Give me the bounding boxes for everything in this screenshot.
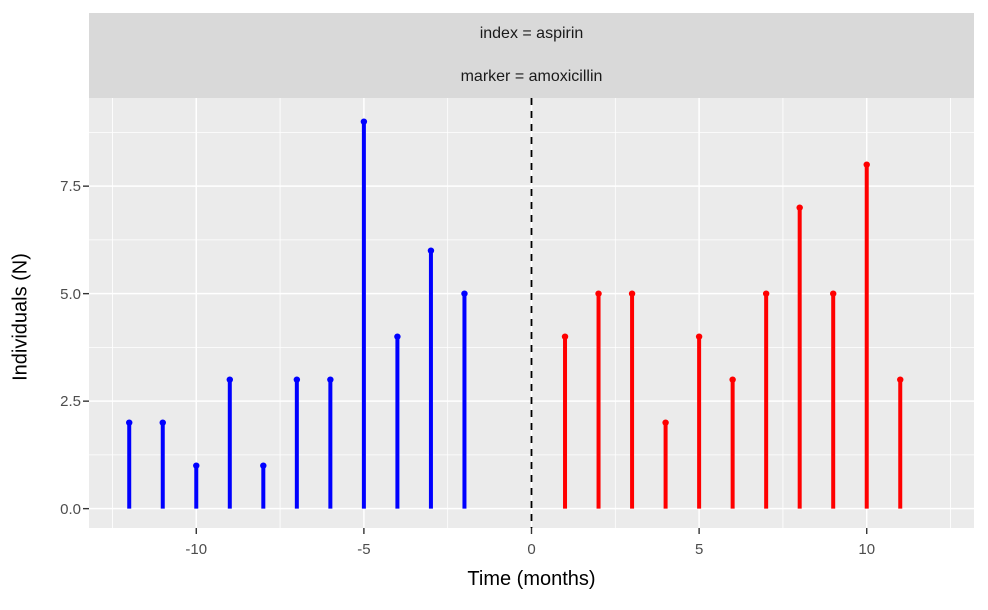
stem-point-series0-month-8 — [260, 462, 267, 469]
stem-point-series1-month3 — [628, 290, 636, 297]
stem-point-series1-month4 — [662, 419, 669, 426]
stem-point-series0-month-4 — [394, 333, 401, 340]
facet-strip: index = aspirin marker = amoxicillin — [89, 13, 974, 98]
facet-label-marker: marker = amoxicillin — [460, 67, 603, 85]
stem-point-series1-month6 — [729, 376, 736, 383]
y-tick-label-7.5: 7.5 — [60, 178, 81, 196]
y-tick-label-5.0: 5.0 — [60, 285, 81, 303]
stem-point-series1-month1 — [561, 333, 569, 340]
stem-point-series0-month-3 — [427, 247, 435, 254]
y-tick-label-2.5: 2.5 — [60, 393, 81, 411]
stem-point-series1-month11 — [897, 376, 904, 383]
stem-point-series0-month-5 — [360, 118, 368, 125]
stem-point-series0-month-11 — [159, 419, 166, 426]
x-tick-label-10: 10 — [858, 541, 876, 558]
stem-point-series1-month7 — [762, 290, 770, 297]
stem-point-series0-month-6 — [327, 376, 334, 383]
stem-point-series0-month-10 — [193, 462, 200, 469]
stem-point-series0-month-9 — [226, 376, 233, 383]
x-tick-label-5: 5 — [694, 541, 704, 558]
facet-label-index: index = aspirin — [479, 25, 584, 43]
stem-point-series0-month-12 — [126, 419, 133, 426]
stem-point-series1-month2 — [595, 290, 602, 297]
stem-point-series1-month5 — [695, 333, 703, 340]
stem-point-series1-month8 — [796, 204, 803, 211]
y-axis-title: Individuals (N) — [9, 253, 32, 381]
stem-point-series0-month-7 — [293, 376, 301, 383]
x-tick-label--10: -10 — [185, 541, 208, 558]
x-tick-label-0: 0 — [527, 541, 536, 558]
y-tick-label-0.0: 0.0 — [60, 500, 81, 518]
stem-point-series0-month-2 — [461, 290, 468, 297]
stem-point-series1-month9 — [830, 290, 837, 297]
x-tick-label--5: -5 — [357, 541, 371, 558]
stem-point-series1-month10 — [863, 161, 870, 168]
x-axis-title: Time (months) — [467, 568, 596, 590]
